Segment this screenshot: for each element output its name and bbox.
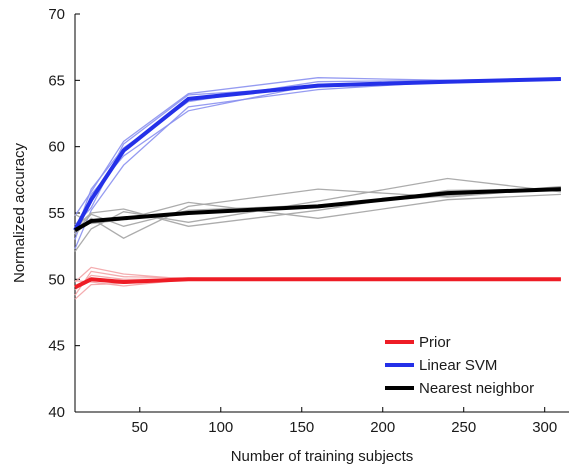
y-axis-title: Normalized accuracy: [11, 142, 28, 283]
y-tick-label: 60: [48, 139, 65, 156]
legend: Prior Linear SVM Nearest neighbor: [385, 334, 534, 397]
legend-label-nearest-neighbor: Nearest neighbor: [419, 380, 534, 397]
run-lines: [74, 77, 561, 300]
x-tick-label: 50: [131, 419, 148, 436]
linear-svm-series-line: [73, 77, 561, 232]
mean-lines: [73, 77, 561, 290]
nearest-neighbor-run-line: [74, 185, 561, 233]
nearest-neighbor-run-line: [74, 193, 561, 225]
y-tick-label: 50: [48, 271, 65, 288]
x-axis-title: Number of training subjects: [231, 448, 414, 465]
linear-svm-run-line: [74, 78, 561, 250]
y-tick-label: 45: [48, 338, 65, 355]
y-tick-label: 65: [48, 72, 65, 89]
x-tick-label: 250: [451, 419, 476, 436]
linear-svm-run-line: [74, 78, 561, 226]
y-tick-label: 55: [48, 205, 65, 222]
x-tick-label: 300: [532, 419, 557, 436]
x-tick-label: 200: [370, 419, 395, 436]
nearest-neighbor-run-line: [74, 177, 561, 252]
legend-label-prior: Prior: [419, 334, 451, 351]
legend-label-linear-svm: Linear SVM: [419, 357, 497, 374]
nearest-neighbor-run-line: [74, 188, 561, 229]
x-ticks: 50 100 150 200 250 300: [131, 407, 557, 436]
nearest-neighbor-run-line: [74, 187, 561, 239]
nearest-neighbor-series-line: [74, 187, 561, 232]
prior-series-line: [74, 277, 561, 290]
x-tick-label: 100: [208, 419, 233, 436]
y-tick-label: 40: [48, 404, 65, 421]
x-tick-label: 150: [289, 419, 314, 436]
y-tick-label: 70: [48, 6, 65, 23]
y-ticks: 40 45 50 55 60 65 70: [48, 6, 80, 421]
linear-svm-run-line: [74, 77, 561, 217]
